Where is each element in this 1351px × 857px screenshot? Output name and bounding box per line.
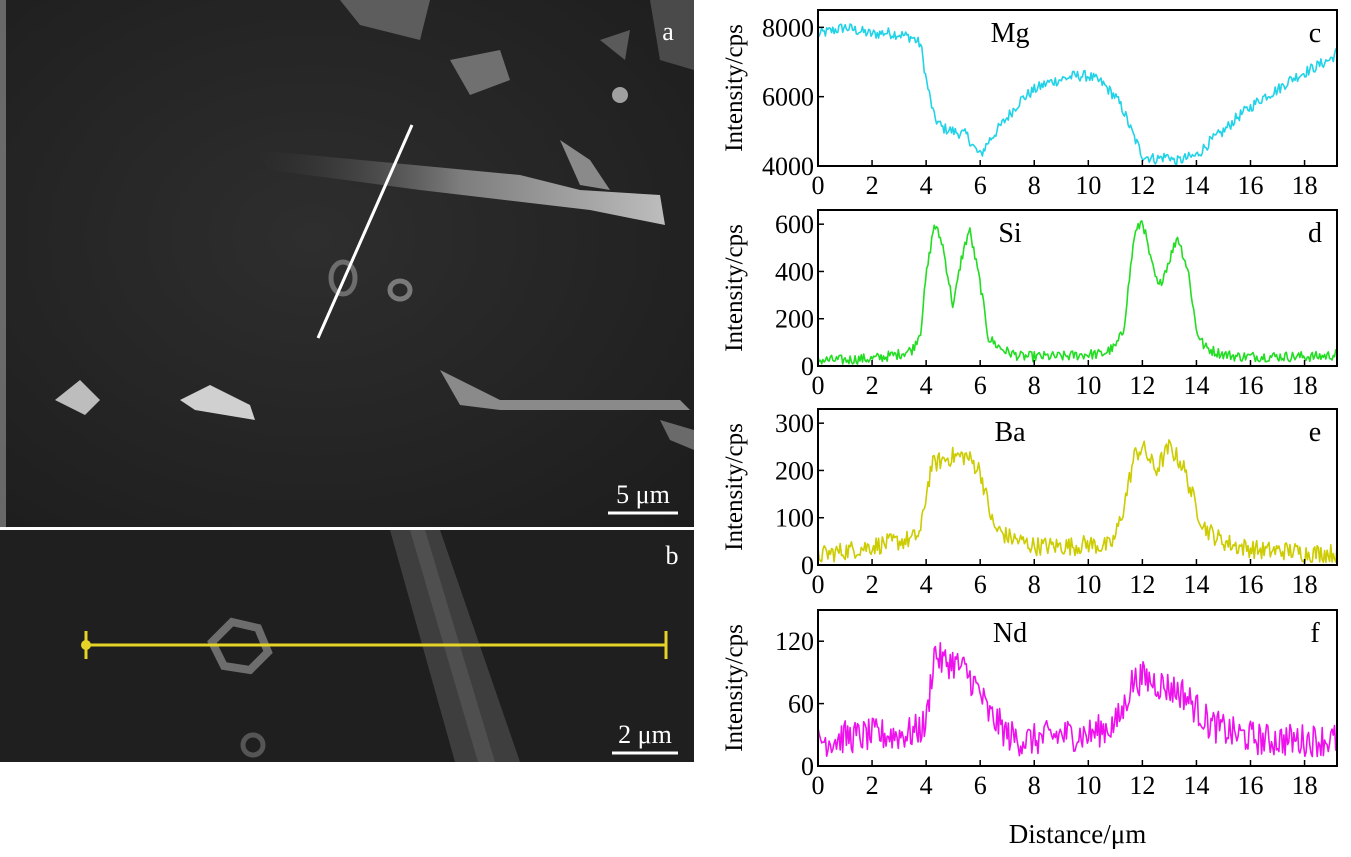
x-tick-label: 4 xyxy=(920,371,933,400)
micrograph-a-image: 5 μm a xyxy=(0,0,694,527)
x-tick-label: 8 xyxy=(1028,771,1041,800)
element-label-c: Mg xyxy=(991,18,1030,49)
panel-label-f: f xyxy=(1310,618,1320,649)
y-tick-label: 200 xyxy=(775,456,814,485)
x-tick-label: 0 xyxy=(812,570,825,599)
series-line-e xyxy=(817,439,1338,564)
x-tick-label: 12 xyxy=(1129,171,1155,200)
x-tick-label: 14 xyxy=(1183,371,1209,400)
x-tick-label: 6 xyxy=(974,171,987,200)
y-tick-label: 200 xyxy=(775,305,814,334)
y-tick-label: 0 xyxy=(801,752,814,781)
y-tick-label: 100 xyxy=(775,504,814,533)
y-tick-label: 120 xyxy=(775,627,814,656)
x-axis-label: Distance/μm xyxy=(1009,819,1146,849)
y-tick-label: 0 xyxy=(801,352,814,381)
x-tick-label: 8 xyxy=(1028,570,1041,599)
element-label-d: Si xyxy=(998,218,1022,249)
x-tick-label: 0 xyxy=(812,371,825,400)
x-tick-label: 6 xyxy=(974,371,987,400)
x-tick-label: 8 xyxy=(1028,371,1041,400)
x-tick-label: 2 xyxy=(866,371,879,400)
series-line-d xyxy=(817,220,1338,365)
x-tick-label: 4 xyxy=(920,570,933,599)
panel-label-a: a xyxy=(662,17,674,46)
y-tick-label: 400 xyxy=(775,257,814,286)
x-tick-label: 4 xyxy=(920,171,933,200)
x-tick-label: 2 xyxy=(866,771,879,800)
x-tick-label: 16 xyxy=(1238,570,1264,599)
y-tick-label: 6000 xyxy=(762,83,814,112)
linescan-charts: 0 2 4 6 8 10 12 14 16 18400060008000Intensity/cps… xyxy=(721,9,1338,849)
y-axis-label-e: Intensity/cps xyxy=(721,423,748,551)
x-tick-label: 10 xyxy=(1075,771,1101,800)
x-tick-label: 8 xyxy=(1028,171,1041,200)
plot-frame-c xyxy=(817,9,1338,167)
panel-label-e: e xyxy=(1309,417,1321,448)
x-tick-label: 6 xyxy=(974,771,987,800)
series-line-c xyxy=(817,23,1338,167)
element-label-e: Ba xyxy=(994,417,1026,448)
x-tick-label: 0 xyxy=(812,771,825,800)
plot-frame-d xyxy=(817,209,1338,367)
x-tick-label: 12 xyxy=(1129,771,1155,800)
x-tick-label: 2 xyxy=(866,570,879,599)
x-tick-label: 16 xyxy=(1238,771,1264,800)
x-tick-label: 18 xyxy=(1292,371,1318,400)
plot-frame-e xyxy=(817,408,1338,566)
x-tick-label: 18 xyxy=(1292,570,1318,599)
x-tick-label: 10 xyxy=(1075,371,1101,400)
y-axis-label-d: Intensity/cps xyxy=(721,224,748,352)
y-tick-label: 0 xyxy=(801,551,814,580)
x-tick-label: 0 xyxy=(812,171,825,200)
x-tick-label: 10 xyxy=(1075,171,1101,200)
sem-scan-line xyxy=(316,124,414,339)
scalebar-b-label: 2 μm xyxy=(618,720,672,749)
x-tick-label: 2 xyxy=(866,171,879,200)
scalebar-a-label: 5 μm xyxy=(616,480,670,509)
panel-label-d: d xyxy=(1308,218,1322,249)
y-tick-label: 60 xyxy=(788,690,814,719)
y-tick-label: 600 xyxy=(775,210,814,239)
x-tick-label: 12 xyxy=(1129,570,1155,599)
y-tick-label: 4000 xyxy=(762,152,814,181)
x-tick-label: 14 xyxy=(1183,570,1209,599)
panel-label-c: c xyxy=(1309,18,1321,49)
linescan-start-marker xyxy=(81,640,91,650)
micrograph-b-image: 2 μm b xyxy=(0,530,694,762)
y-axis-label-f: Intensity/cps xyxy=(721,624,748,752)
y-tick-label: 300 xyxy=(775,409,814,438)
series-line-f xyxy=(817,642,1338,758)
panel-label-b: b xyxy=(666,541,679,570)
y-tick-label: 8000 xyxy=(762,13,814,42)
x-tick-label: 18 xyxy=(1292,171,1318,200)
element-label-f: Nd xyxy=(993,618,1027,649)
x-tick-label: 6 xyxy=(974,570,987,599)
x-tick-label: 16 xyxy=(1238,171,1264,200)
x-tick-label: 10 xyxy=(1075,570,1101,599)
x-tick-label: 16 xyxy=(1238,371,1264,400)
x-tick-label: 12 xyxy=(1129,371,1155,400)
micrograph-a: 5 μm a xyxy=(0,0,694,527)
x-tick-label: 4 xyxy=(920,771,933,800)
x-tick-label: 14 xyxy=(1183,171,1209,200)
y-axis-label-c: Intensity/cps xyxy=(721,24,748,152)
micrograph-b: 2 μm b xyxy=(0,530,694,762)
x-tick-label: 18 xyxy=(1292,771,1318,800)
x-tick-label: 14 xyxy=(1183,771,1209,800)
plot-frame-f xyxy=(817,609,1338,767)
